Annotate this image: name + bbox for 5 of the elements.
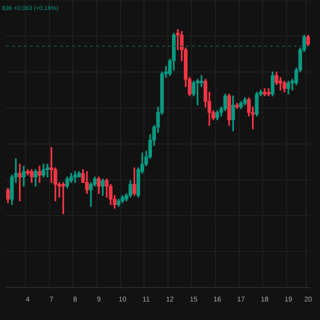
candlestick <box>200 75 204 87</box>
candlestick <box>46 164 50 178</box>
candlestick <box>38 166 42 183</box>
candlestick <box>196 78 200 106</box>
candlestick <box>278 77 282 91</box>
